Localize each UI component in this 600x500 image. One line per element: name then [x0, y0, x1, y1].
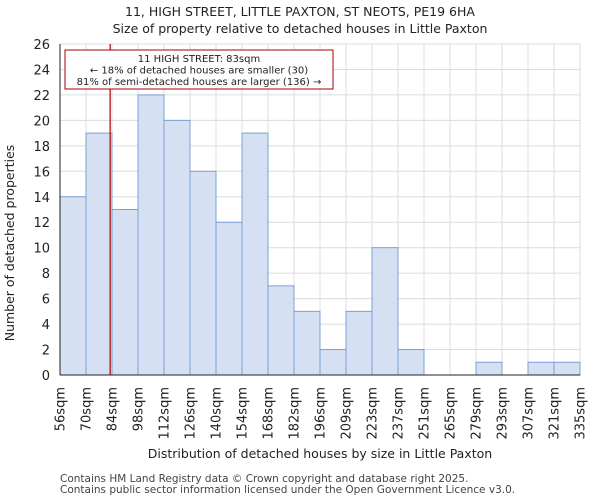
chart-subtitle: Size of property relative to detached ho…: [112, 21, 488, 36]
y-tick-label: 14: [33, 191, 50, 206]
y-tick-label: 0: [42, 369, 50, 384]
x-tick-label: 237sqm: [392, 387, 407, 440]
histogram-bar: [241, 132, 269, 376]
x-tick-label: 182sqm: [288, 387, 303, 440]
histogram-bar: [475, 361, 503, 376]
x-tick-label: 140sqm: [210, 387, 225, 440]
annotation-line: 11 HIGH STREET: 83sqm: [138, 54, 260, 65]
axes: [59, 44, 580, 376]
annotation-box: [64, 49, 334, 90]
histogram-bar: [215, 221, 243, 376]
chart-title: 11, HIGH STREET, LITTLE PAXTON, ST NEOTS…: [125, 4, 475, 19]
histogram-bar: [371, 247, 399, 376]
histogram-bar: [111, 209, 139, 376]
histogram-bar: [163, 119, 191, 376]
x-tick-label: 307sqm: [522, 387, 537, 440]
annotation-line: ← 18% of detached houses are smaller (30…: [90, 66, 308, 77]
x-tick-label: 168sqm: [262, 387, 277, 440]
x-tick-label: 209sqm: [340, 387, 355, 440]
histogram-bar: [319, 349, 347, 376]
y-tick-label: 2: [42, 344, 50, 359]
histogram-bar: [527, 361, 555, 376]
histogram-bar: [345, 310, 373, 376]
x-tick-label: 84sqm: [106, 387, 121, 431]
histogram-bar: [85, 132, 113, 376]
y-tick-label: 16: [33, 165, 50, 180]
histogram-bar: [397, 349, 425, 376]
histogram-bar: [267, 285, 295, 376]
x-tick-label: 56sqm: [54, 387, 69, 431]
x-tick-label: 196sqm: [314, 387, 329, 440]
x-tick-label: 251sqm: [418, 387, 433, 440]
y-tick-label: 20: [33, 114, 50, 129]
y-tick-label: 22: [33, 89, 50, 104]
histogram-bar: [137, 94, 165, 376]
bars: [59, 94, 581, 376]
x-tick-label: 98sqm: [132, 387, 147, 431]
x-tick-label: 112sqm: [158, 387, 173, 440]
annotation-line: 81% of semi-detached houses are larger (…: [77, 77, 322, 88]
x-tick-label: 126sqm: [184, 387, 199, 440]
x-tick-label: 223sqm: [366, 387, 381, 440]
y-tick-label: 8: [42, 267, 50, 282]
y-tick-label: 18: [33, 140, 50, 155]
property-marker: 11 HIGH STREET: 83sqm← 18% of detached h…: [64, 44, 334, 375]
footer-line-2: Contains public sector information licen…: [60, 484, 516, 496]
y-axis-label: Number of detached properties: [2, 145, 17, 342]
x-tick-label: 335sqm: [574, 387, 589, 440]
x-tick-label: 154sqm: [236, 387, 251, 440]
y-tick-label: 26: [33, 38, 50, 53]
x-tick-label: 279sqm: [470, 387, 485, 440]
x-tick-label: 265sqm: [444, 387, 459, 440]
y-tick-label: 4: [42, 318, 50, 333]
x-tick-label: 293sqm: [496, 387, 511, 440]
y-tick-label: 10: [33, 242, 50, 257]
footer-line-1: Contains HM Land Registry data © Crown c…: [60, 473, 469, 485]
x-tick-labels: 56sqm 70sqm 84sqm 98sqm 112sqm 126sqm 140sqm 15…: [54, 387, 589, 440]
histogram-bar: [59, 196, 87, 376]
y-tick-label: 6: [42, 293, 50, 308]
x-axis-label: Distribution of detached houses by size …: [148, 446, 492, 461]
y-tick-label: 12: [33, 216, 50, 231]
histogram-bar: [553, 361, 581, 376]
histogram-bar: [293, 310, 321, 376]
histogram-bar: [189, 170, 217, 376]
y-tick-label: 24: [33, 63, 50, 78]
x-tick-label: 70sqm: [80, 387, 95, 431]
x-tick-label: 321sqm: [548, 387, 563, 440]
